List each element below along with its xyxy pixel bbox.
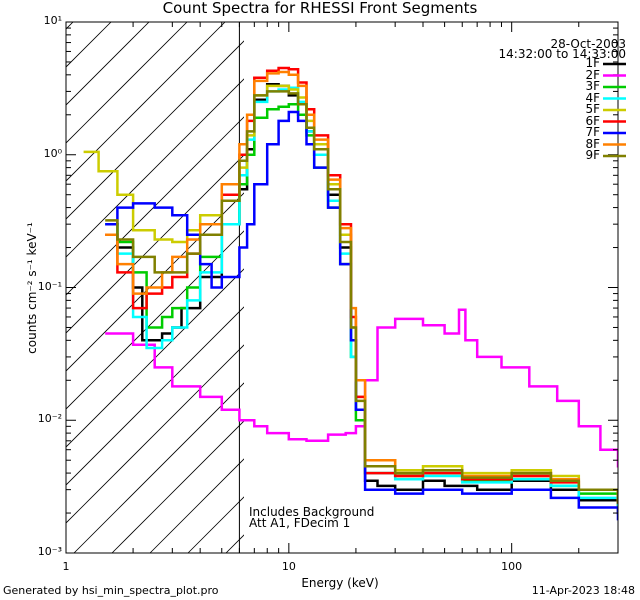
y-tick-label: 10⁰ xyxy=(43,146,62,160)
series-9F xyxy=(105,90,618,504)
hatch-line xyxy=(73,382,244,553)
y-tick-label: 10⁻¹ xyxy=(37,279,62,293)
hatch-line xyxy=(66,22,74,30)
series-3F xyxy=(105,103,618,509)
hatch-line xyxy=(111,420,244,553)
y-tick-label: 10¹ xyxy=(43,14,62,27)
hatch-line xyxy=(149,458,244,553)
y-tick-label: 10⁻² xyxy=(37,412,62,426)
legend-label-7F: 7F xyxy=(585,125,600,139)
legend-label-4F: 4F xyxy=(585,90,600,105)
series-5F xyxy=(83,84,618,502)
hatch-line xyxy=(66,22,150,106)
legend-label-6F: 6F xyxy=(585,113,600,128)
footer-timestamp: 11-Apr-2023 18:48 xyxy=(531,584,635,597)
x-axis-label: Energy (keV) xyxy=(301,576,379,590)
legend-label-2F: 2F xyxy=(585,67,600,82)
hatch-line xyxy=(66,40,244,220)
series-layer xyxy=(83,66,618,521)
legend-swatches xyxy=(603,62,626,158)
hatch-line xyxy=(0,0,26,553)
legend-label-8F: 8F xyxy=(585,136,600,151)
footer-generator: Generated by hsi_min_spectra_plot.pro xyxy=(3,584,219,597)
x-tick-label: 100 xyxy=(501,560,523,573)
observation-time-range: 14:32:00 to 14:33:00 xyxy=(498,47,626,61)
hatch-line xyxy=(66,116,244,296)
series-6F xyxy=(105,66,618,504)
series-1F xyxy=(105,82,618,515)
series-2F xyxy=(105,308,618,468)
legend-label-9F: 9F xyxy=(585,148,600,162)
annotation-background: Includes Background xyxy=(249,505,375,519)
annotation-attenuator: Att A1, FDecim 1 xyxy=(249,516,351,530)
hatch-line xyxy=(66,306,244,486)
y-tick-label: 10⁻³ xyxy=(37,545,62,558)
hatch-line xyxy=(66,78,244,258)
chart-title: Count Spectra for RHESSI Front Segments xyxy=(162,0,478,17)
series-8F xyxy=(105,70,618,502)
legend-label-1F: 1F xyxy=(585,56,600,70)
observation-date: 28-Oct-2003 xyxy=(550,37,626,51)
legend-label-3F: 3F xyxy=(585,79,600,93)
x-tick-label: 10 xyxy=(281,560,296,573)
hatch-line xyxy=(66,344,244,524)
x-tick-label: 1 xyxy=(62,560,70,573)
hatch-line xyxy=(66,22,188,144)
series-7F xyxy=(105,110,618,521)
hatch-line xyxy=(66,22,226,182)
legend-label-5F: 5F xyxy=(585,102,600,116)
